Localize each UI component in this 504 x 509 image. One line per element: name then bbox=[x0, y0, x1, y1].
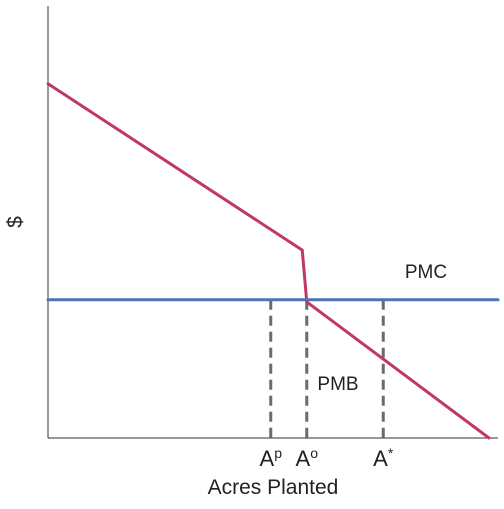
series-line-pmb bbox=[46, 82, 491, 440]
axes bbox=[47, 6, 498, 439]
reference-lines bbox=[269, 299, 385, 438]
reference-label-2: A* bbox=[373, 445, 394, 471]
series-label-pmb: PMB bbox=[317, 374, 358, 395]
series-label-pmc: PMC bbox=[405, 262, 447, 283]
y-axis-title: $ bbox=[4, 216, 27, 228]
reference-labels: Ap Ao A* bbox=[260, 445, 394, 471]
reference-label-1: Ao bbox=[296, 445, 319, 471]
series-labels: PMC PMB bbox=[317, 262, 447, 395]
reference-label-sup-1: o bbox=[310, 445, 318, 461]
reference-label-sup-0: p bbox=[274, 445, 282, 461]
series-lines bbox=[46, 82, 500, 440]
x-axis-title: Acres Planted bbox=[208, 476, 339, 499]
reference-label-0: Ap bbox=[260, 445, 283, 471]
reference-label-sup-2: * bbox=[388, 445, 394, 461]
